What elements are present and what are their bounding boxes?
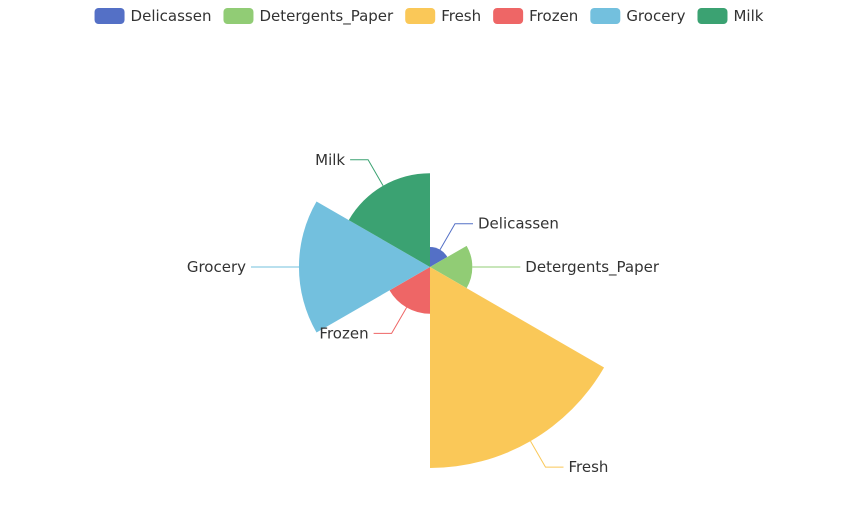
chart-legend: Delicassen Detergents_Paper Fresh Frozen Gro… <box>94 7 764 26</box>
legend-swatch <box>405 8 436 24</box>
legend-item-fresh[interactable]: Fresh <box>405 7 481 25</box>
legend-label: Grocery <box>626 7 685 25</box>
slice-grocery[interactable] <box>298 201 430 333</box>
legend-item-milk[interactable]: Milk <box>697 7 764 25</box>
slice-milk[interactable] <box>348 173 430 267</box>
legend-label: Milk <box>733 7 763 25</box>
legend-swatch <box>590 8 621 24</box>
legend-swatch <box>223 8 254 24</box>
chart-slices <box>298 173 605 468</box>
legend-swatch <box>493 8 524 24</box>
slice-label-grocery: Grocery <box>187 258 246 276</box>
slice-fresh[interactable] <box>430 267 605 468</box>
leader-line-frozen <box>373 307 408 334</box>
legend-item-delicassen[interactable]: Delicassen <box>94 7 212 25</box>
slice-delicassen[interactable] <box>430 247 448 267</box>
legend-label: Fresh <box>441 7 481 25</box>
legend-swatch <box>94 8 125 24</box>
slice-label-milk: Milk <box>315 151 345 169</box>
slice-label-fresh: Fresh <box>569 458 609 476</box>
legend-item-frozen[interactable]: Frozen <box>493 7 578 25</box>
legend-item-grocery[interactable]: Grocery <box>590 7 686 25</box>
legend-label: Delicassen <box>131 7 212 25</box>
legend-item-detergents-paper[interactable]: Detergents_Paper <box>223 7 394 26</box>
legend-label: Detergents_Paper <box>259 7 394 26</box>
leader-line-milk <box>350 159 384 187</box>
legend-label: Frozen <box>529 7 578 25</box>
slice-label-detergents-paper: Detergents_Paper <box>525 258 660 277</box>
slice-label-delicassen: Delicassen <box>478 215 559 233</box>
slice-detergents-paper[interactable] <box>430 245 473 289</box>
leader-line-fresh <box>530 440 564 468</box>
chart-labels: Delicassen Detergents_Paper Fresh Frozen Gro… <box>187 151 660 476</box>
leader-line-delicassen <box>439 223 473 250</box>
slice-frozen[interactable] <box>389 267 430 314</box>
slice-label-frozen: Frozen <box>319 324 368 342</box>
legend-swatch <box>697 8 728 24</box>
